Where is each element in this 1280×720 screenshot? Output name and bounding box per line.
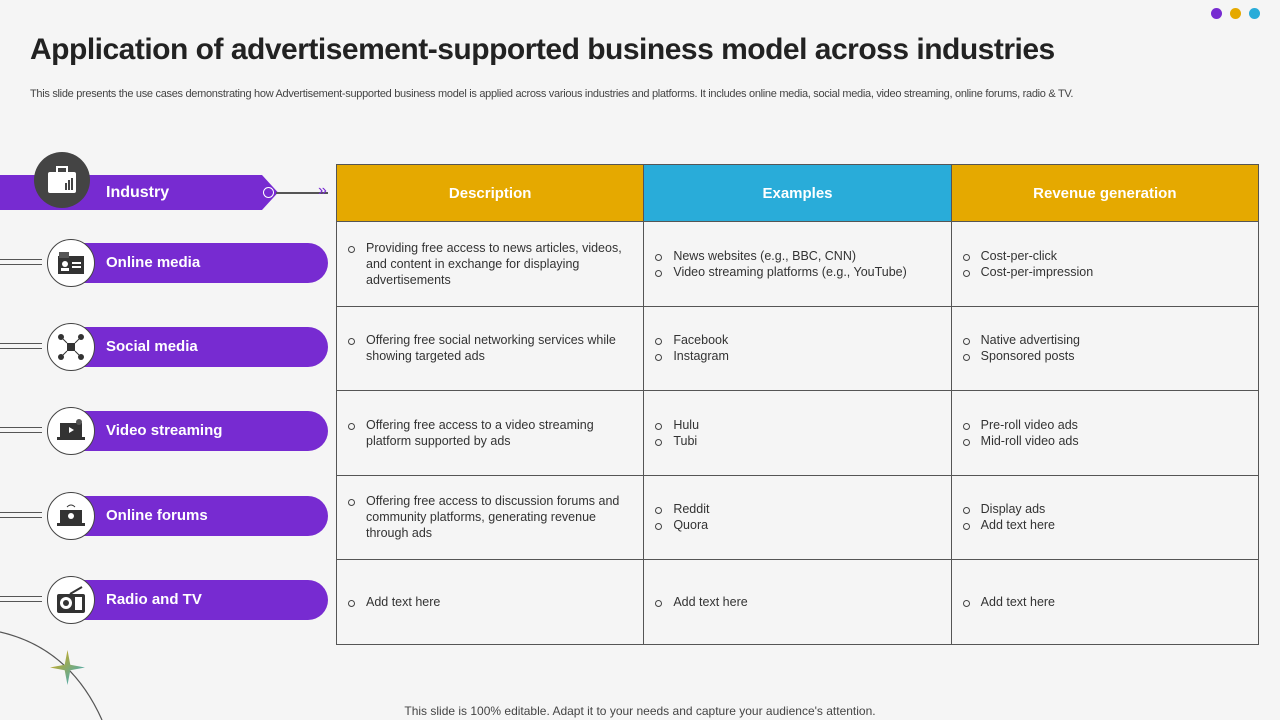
industry-pill xyxy=(60,243,328,283)
connector-lines xyxy=(0,596,42,602)
bullet-item: Providing free access to news articles, … xyxy=(345,240,633,288)
dot-purple xyxy=(1211,8,1222,19)
table-cell: Offering free access to a video streamin… xyxy=(335,390,645,476)
table-row: Offering free access to discussion forum… xyxy=(335,474,1260,560)
decorative-dots xyxy=(1211,8,1260,19)
bullet-item: Cost-per-impression xyxy=(960,264,1248,280)
table-cell: Facebook Instagram xyxy=(643,305,952,391)
dot-blue xyxy=(1249,8,1260,19)
table-row: Add text here Add text here Add text here xyxy=(335,559,1260,645)
header-examples: Examples xyxy=(643,164,952,222)
connector-lines xyxy=(0,427,42,433)
industry-label: Online forums xyxy=(106,507,208,524)
bullet-item: Add text here xyxy=(960,594,1248,610)
table-row: Providing free access to news articles, … xyxy=(335,221,1260,307)
bullet-item: Instagram xyxy=(652,348,940,364)
network-icon xyxy=(47,323,95,371)
page-title: Application of advertisement-supported b… xyxy=(30,33,1055,66)
table-cell: Reddit Quora xyxy=(643,474,952,560)
decorative-arc xyxy=(0,631,103,720)
bullet-item: Reddit xyxy=(652,501,940,517)
bullet-item: Add text here xyxy=(652,594,940,610)
industry-label: Video streaming xyxy=(106,422,223,439)
bullet-item: Add text here xyxy=(345,594,633,610)
bullet-item: Mid-roll video ads xyxy=(960,433,1248,449)
industry-pill xyxy=(60,411,328,451)
bullet-item: Hulu xyxy=(652,417,940,433)
table-cell: Native advertising Sponsored posts xyxy=(950,305,1260,391)
bullet-item: Video streaming platforms (e.g., YouTube… xyxy=(652,264,940,280)
connector-lines xyxy=(0,512,42,518)
bullet-item: Tubi xyxy=(652,433,940,449)
bullet-item: Offering free access to a video streamin… xyxy=(345,417,633,449)
industry-label: Industry xyxy=(106,184,170,201)
id-card-icon xyxy=(47,239,95,287)
connector-ring xyxy=(263,187,274,198)
laptop-video-icon xyxy=(47,407,95,455)
bullet-item: Add text here xyxy=(960,517,1248,533)
table-row: Offering free social networking services… xyxy=(335,305,1260,391)
industry-label: Radio and TV xyxy=(106,591,202,608)
bullet-item: Sponsored posts xyxy=(960,348,1248,364)
dot-gold xyxy=(1230,8,1241,19)
footer-note: This slide is 100% editable. Adapt it to… xyxy=(404,704,876,718)
industry-label: Online media xyxy=(106,254,201,271)
table-cell: Providing free access to news articles, … xyxy=(335,221,645,307)
table-cell: Cost-per-click Cost-per-impression xyxy=(950,221,1260,307)
table-cell: Add text here xyxy=(950,559,1260,645)
table-cell: Pre-roll video ads Mid-roll video ads xyxy=(950,390,1260,476)
header-description: Description xyxy=(335,164,645,222)
connector-line xyxy=(276,192,328,194)
industry-label: Social media xyxy=(106,338,198,355)
table-cell: Add text here xyxy=(643,559,952,645)
radio-icon xyxy=(47,576,95,624)
industry-pill xyxy=(60,496,328,536)
bullet-item: Offering free access to discussion forum… xyxy=(345,493,633,541)
bullet-item: Cost-per-click xyxy=(960,248,1248,264)
table-cell: Offering free access to discussion forum… xyxy=(335,474,645,560)
industry-pill xyxy=(60,327,328,367)
table-cell: Offering free social networking services… xyxy=(335,305,645,391)
double-chevron-icon: » xyxy=(318,182,327,199)
table-cell: Hulu Tubi xyxy=(643,390,952,476)
industry-pill xyxy=(60,580,328,620)
table-cell: Display ads Add text here xyxy=(950,474,1260,560)
page-subtitle: This slide presents the use cases demons… xyxy=(30,88,1074,100)
bullet-item: Display ads xyxy=(960,501,1248,517)
bullet-item: Quora xyxy=(652,517,940,533)
bullet-item: Offering free social networking services… xyxy=(345,332,633,364)
connector-lines xyxy=(0,343,42,349)
table-cell: Add text here xyxy=(335,559,645,645)
table-cell: News websites (e.g., BBC, CNN) Video stre… xyxy=(643,221,952,307)
laptop-forum-icon xyxy=(47,492,95,540)
connector-lines xyxy=(0,259,42,265)
briefcase-icon xyxy=(34,152,90,208)
industry-table: Description Examples Revenue generation … xyxy=(335,164,1260,645)
bullet-item: Native advertising xyxy=(960,332,1248,348)
bullet-item: News websites (e.g., BBC, CNN) xyxy=(652,248,940,264)
table-row: Offering free access to a video streamin… xyxy=(335,390,1260,476)
bullet-item: Facebook xyxy=(652,332,940,348)
bullet-item: Pre-roll video ads xyxy=(960,417,1248,433)
header-revenue: Revenue generation xyxy=(950,164,1260,222)
